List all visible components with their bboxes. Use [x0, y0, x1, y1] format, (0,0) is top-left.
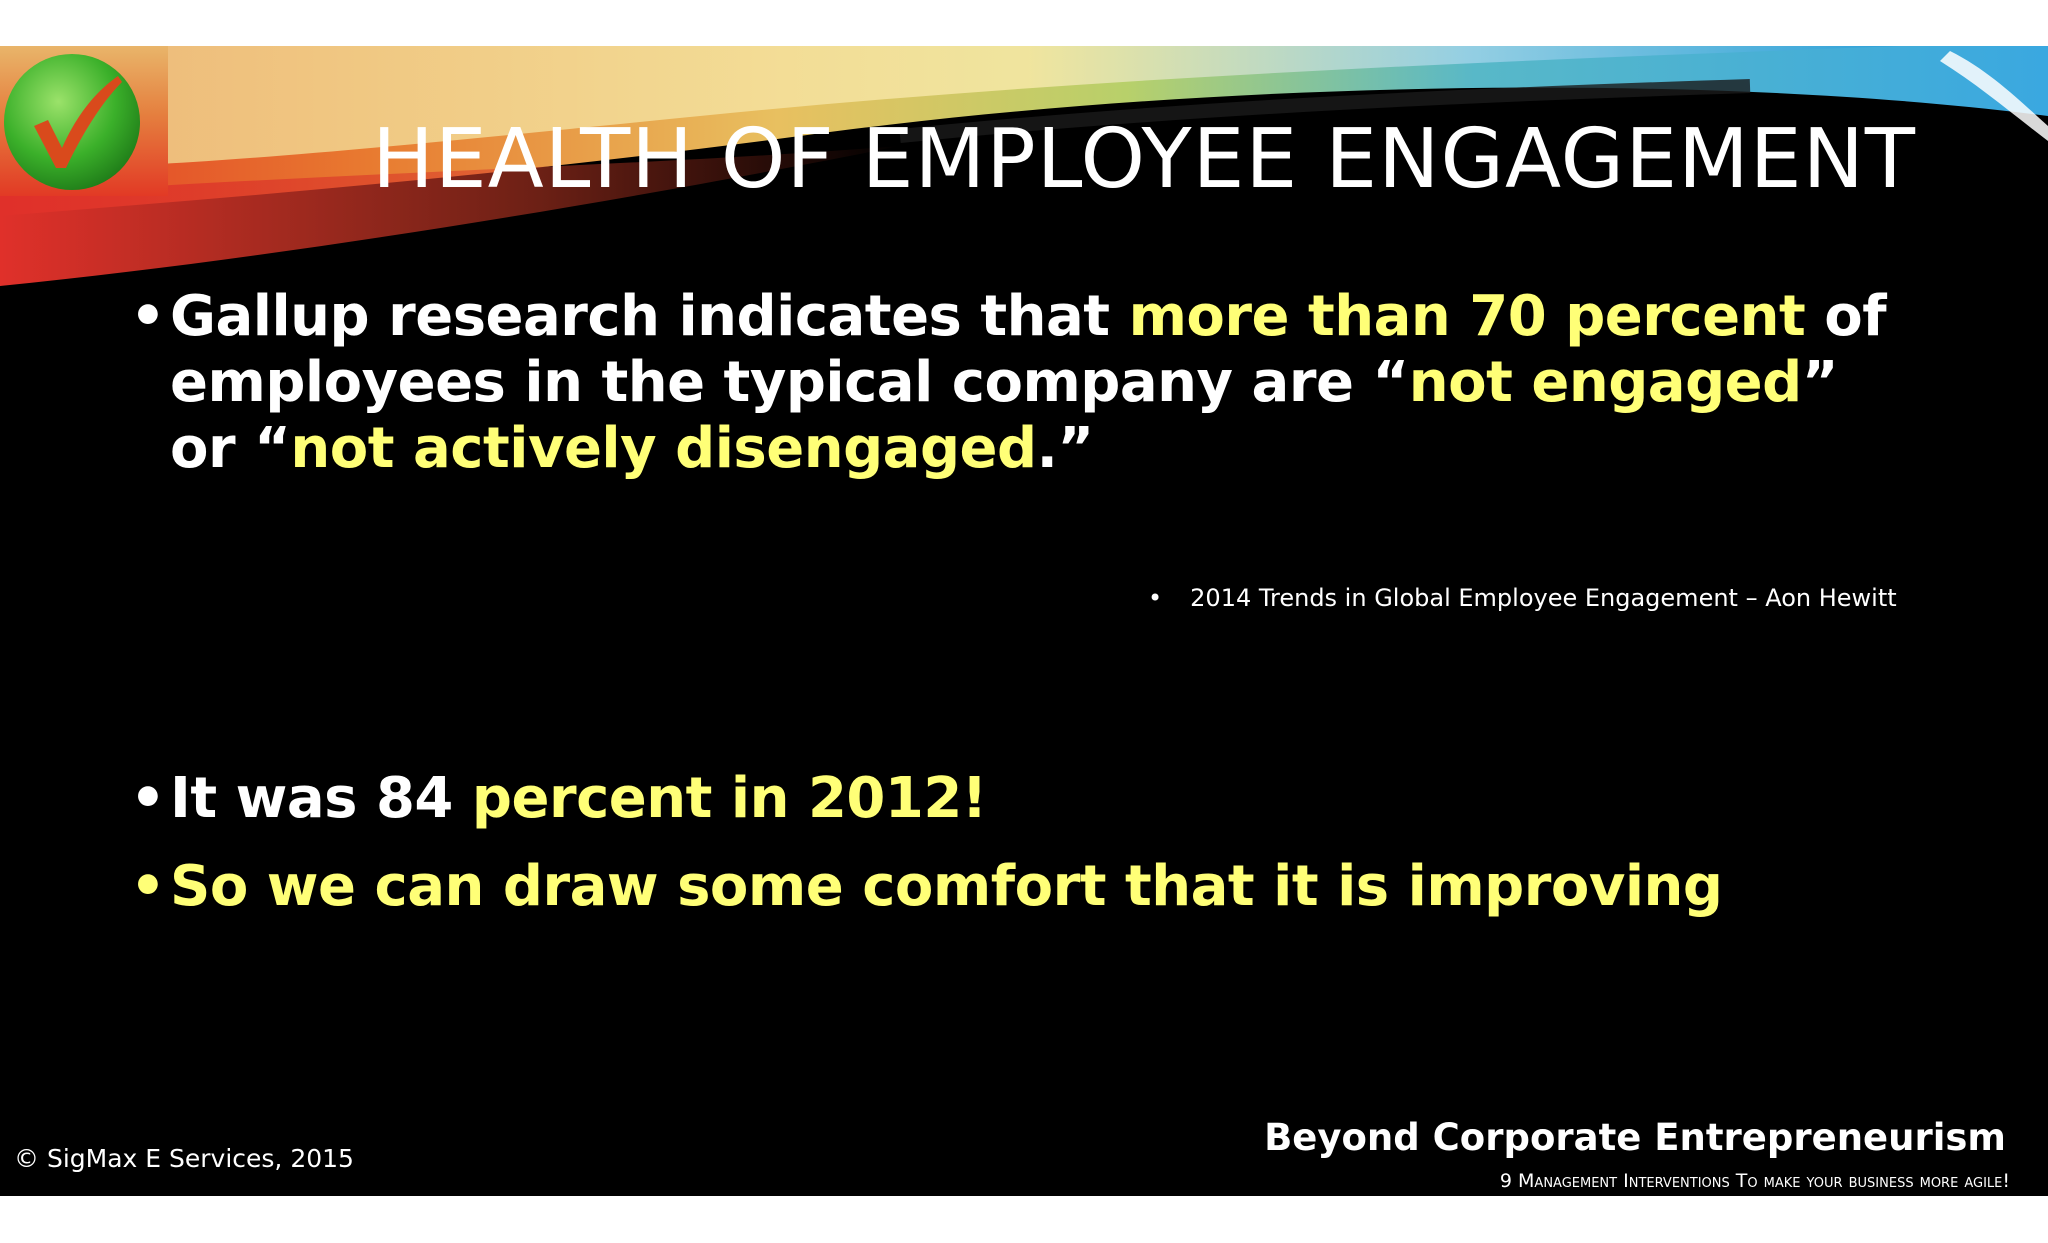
bullet-improving: So we can draw some comfort that it is i… [126, 854, 1723, 920]
green-check-icon [4, 54, 140, 190]
slide-title: HEALTH OF EMPLOYEE ENGAGEMENT [372, 112, 1916, 207]
bullet-text: of employees in the typical company are … [170, 284, 1887, 415]
bullet-text: So we can draw some comfort that it is i… [170, 854, 1723, 919]
bullet-2012: It was 84 percent in 2012! [126, 766, 1723, 832]
copyright: © SigMax E Services, 2015 [14, 1144, 354, 1173]
highlight-text: more than 70 percent [1128, 284, 1806, 349]
rainbow-banner [0, 46, 2048, 286]
bullet-text: It was 84 [170, 766, 472, 831]
bullet-list-bottom: It was 84 percent in 2012! So we can dra… [126, 766, 1723, 942]
slide: HEALTH OF EMPLOYEE ENGAGEMENT Gallup res… [0, 46, 2048, 1196]
footer-brand: Beyond Corporate Entrepreneurism [1264, 1116, 2006, 1159]
citation-text: 2014 Trends in Global Employee Engagemen… [1190, 584, 1897, 612]
citation-bullet: • [1148, 584, 1163, 612]
highlight-text: not actively disengaged [290, 416, 1037, 481]
bullet-list-top: Gallup research indicates that more than… [126, 284, 1926, 482]
bullet-gallup: Gallup research indicates that more than… [126, 284, 1890, 482]
highlight-text: not engaged [1408, 350, 1802, 415]
bullet-text: Gallup research indicates that [170, 284, 1129, 349]
bullet-text: .” [1036, 416, 1095, 481]
citation: • 2014 Trends in Global Employee Engageme… [1148, 584, 1897, 612]
bullet-text: ” or “ [170, 350, 1839, 481]
highlight-text: percent in 2012! [471, 766, 987, 831]
logo-box [0, 46, 168, 196]
footer-tagline: 9 Management Interventions To make your … [1499, 1170, 2010, 1192]
